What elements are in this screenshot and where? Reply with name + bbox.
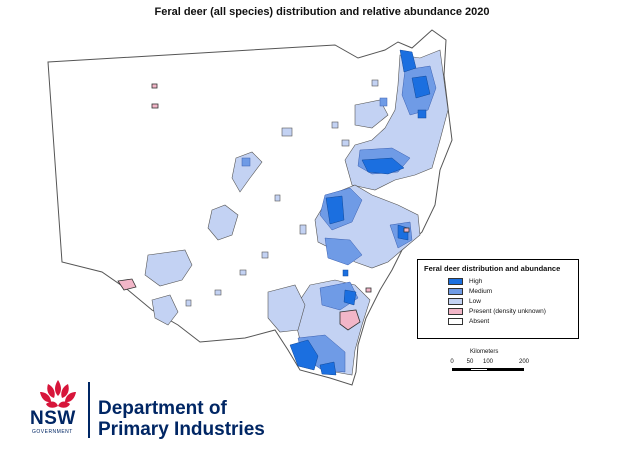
low-area-patch-1: [281, 127, 293, 137]
low-area-patch-3: [299, 224, 307, 235]
scale-tick-0: 0: [450, 359, 454, 365]
nsw-wordmark: NSW: [30, 408, 76, 429]
map-legend: Feral deer distribution and abundance Hi…: [417, 259, 579, 339]
scale-tick-200: 200: [518, 359, 530, 365]
scale-segment-2: [470, 368, 488, 371]
legend-item-low: Low: [448, 296, 578, 306]
present-area-patch-4: [365, 287, 372, 293]
high-area-clarence: [411, 75, 431, 99]
high-area-far-south: [289, 339, 319, 371]
government-wordmark: GOVERNMENT: [32, 429, 73, 435]
legend-item-absent: Absent: [448, 316, 578, 326]
map-title: Feral deer (all species) distribution an…: [154, 6, 490, 18]
low-area-tablelands: [354, 99, 389, 129]
medium-area-patch-2: [241, 157, 251, 167]
logo-divider: [88, 382, 90, 438]
legend-item-medium: Medium: [448, 286, 578, 296]
low-area-patch-2: [341, 139, 350, 147]
low-area-south-inland: [267, 284, 306, 333]
legend-label-high: High: [469, 277, 483, 285]
legend-label-low: Low: [469, 297, 481, 305]
legend-label-medium: Medium: [469, 287, 493, 295]
low-area-west: [144, 249, 193, 287]
legend-item-present: Present (density unknown): [448, 306, 578, 316]
present-area-west: [117, 278, 137, 291]
low-area-patch-5: [371, 79, 379, 87]
high-abundance-areas: [289, 49, 431, 376]
present-area-patch-3: [403, 227, 410, 233]
nsw-dpi-logo: NSW GOVERNMENT Department of Primary Ind…: [30, 378, 330, 444]
high-area-north-coast: [399, 49, 417, 73]
present-density-unknown-areas: [117, 83, 410, 331]
legend-label-absent: Absent: [469, 317, 490, 325]
scale-bar: Kilometers 0 50 100 200: [440, 349, 550, 375]
high-area-hunter-valley: [361, 157, 405, 175]
low-area-patch-9: [214, 289, 222, 296]
waratah-icon: [40, 380, 76, 408]
low-area-patch-4: [274, 194, 281, 202]
medium-area-patch-1: [379, 97, 388, 107]
high-area-patch-2: [342, 269, 349, 277]
medium-area-blue-mountains: [324, 237, 363, 266]
low-area-central-west: [207, 204, 239, 241]
present-area-south: [339, 309, 361, 331]
legend-swatch-medium: [448, 287, 463, 295]
legend-swatch-present: [448, 307, 463, 315]
low-area-patch-10: [331, 121, 339, 129]
present-area-patch-1: [151, 103, 159, 109]
legend-swatch-high: [448, 277, 463, 285]
low-area-patch-7: [261, 251, 269, 259]
department-name-line1: Department of: [98, 398, 227, 419]
low-area-patch-8: [185, 299, 192, 307]
legend-swatch-absent: [448, 317, 463, 325]
low-area-southwest: [151, 294, 179, 326]
low-area-patch-6: [239, 269, 247, 276]
legend-title: Feral deer distribution and abundance: [424, 264, 561, 273]
department-name-line2: Primary Industries: [98, 419, 265, 440]
scale-segment-1: [452, 368, 470, 371]
scale-segment-3: [488, 368, 524, 371]
present-area-patch-2: [151, 83, 158, 89]
high-area-bega: [319, 361, 337, 376]
scale-tick-100: 100: [482, 359, 494, 365]
scale-title: Kilometers: [470, 349, 499, 355]
legend-swatch-low: [448, 297, 463, 305]
low-area-northwest: [231, 151, 263, 193]
high-area-central-west: [325, 195, 345, 225]
high-area-southern: [343, 289, 357, 306]
scale-tick-50: 50: [466, 359, 474, 365]
legend-items: High Medium Low Present (density unknown…: [418, 273, 578, 326]
legend-item-high: High: [448, 276, 578, 286]
legend-label-present: Present (density unknown): [469, 307, 546, 315]
high-area-patch-1: [417, 109, 427, 119]
